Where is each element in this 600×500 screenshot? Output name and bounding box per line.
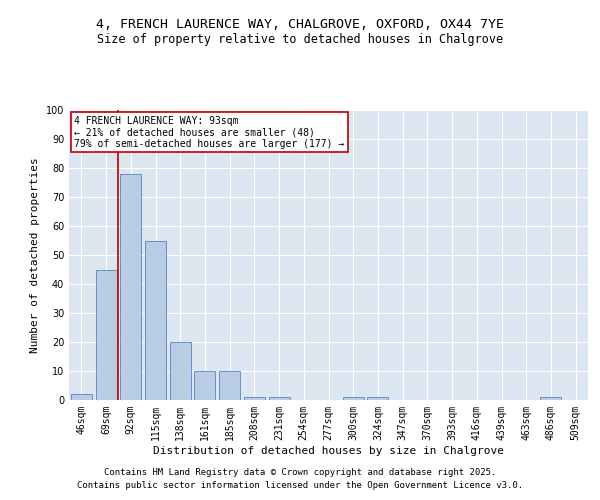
X-axis label: Distribution of detached houses by size in Chalgrove: Distribution of detached houses by size … (153, 446, 504, 456)
Text: Size of property relative to detached houses in Chalgrove: Size of property relative to detached ho… (97, 32, 503, 46)
Bar (541, 397, 562, 400)
Y-axis label: Number of detached properties: Number of detached properties (30, 157, 40, 353)
Bar (71, 394, 92, 400)
Bar (194, 371, 215, 400)
Bar (219, 371, 240, 400)
Text: 4 FRENCH LAURENCE WAY: 93sqm
← 21% of detached houses are smaller (48)
79% of se: 4 FRENCH LAURENCE WAY: 93sqm ← 21% of de… (74, 116, 344, 149)
Bar (244, 397, 265, 400)
Bar (367, 397, 388, 400)
Text: Contains HM Land Registry data © Crown copyright and database right 2025.: Contains HM Land Registry data © Crown c… (104, 468, 496, 477)
Bar (120, 174, 141, 400)
Text: 4, FRENCH LAURENCE WAY, CHALGROVE, OXFORD, OX44 7YE: 4, FRENCH LAURENCE WAY, CHALGROVE, OXFOR… (96, 18, 504, 30)
Bar (170, 342, 191, 400)
Bar (269, 397, 290, 400)
Bar (145, 240, 166, 400)
Text: Contains public sector information licensed under the Open Government Licence v3: Contains public sector information licen… (77, 482, 523, 490)
Bar (343, 397, 364, 400)
Bar (95, 270, 116, 400)
